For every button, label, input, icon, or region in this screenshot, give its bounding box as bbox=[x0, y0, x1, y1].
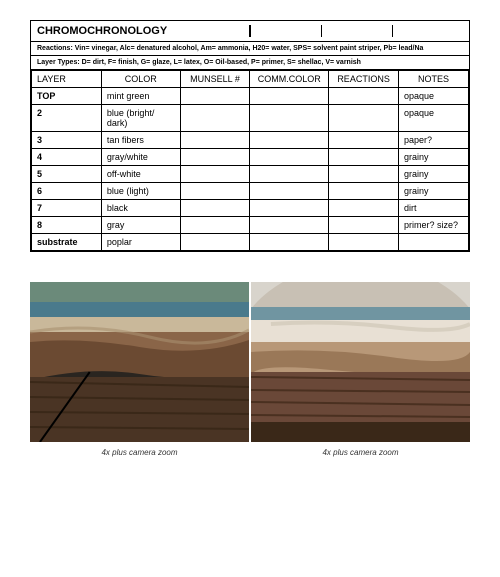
table-row: 2blue (bright/ dark) opaque bbox=[32, 105, 469, 132]
table-row: TOPmint green opaque bbox=[32, 88, 469, 105]
cell-commcolor bbox=[250, 149, 329, 166]
cell-munsell bbox=[180, 234, 250, 251]
table-row: 8gray primer? size? bbox=[32, 217, 469, 234]
caption-right: 4x plus camera zoom bbox=[251, 448, 470, 457]
image-block-right: 4x plus camera zoom bbox=[251, 282, 470, 457]
cell-layer: 5 bbox=[32, 166, 102, 183]
cell-reactions bbox=[329, 200, 399, 217]
cell-commcolor bbox=[250, 183, 329, 200]
cell-layer: TOP bbox=[32, 88, 102, 105]
cell-commcolor bbox=[250, 166, 329, 183]
image-block-left: 4x plus camera zoom bbox=[30, 282, 249, 457]
header-commcolor: COMM.COLOR bbox=[250, 71, 329, 88]
data-table: LAYER COLOR MUNSELL # COMM.COLOR REACTIO… bbox=[31, 70, 469, 251]
cell-notes: grainy bbox=[399, 183, 469, 200]
cell-notes: opaque bbox=[399, 105, 469, 132]
cell-color: black bbox=[101, 200, 180, 217]
table-row: substratepoplar bbox=[32, 234, 469, 251]
table-row: 3tan fibers paper? bbox=[32, 132, 469, 149]
table-title-row: CHROMOCHRONOLOGY bbox=[31, 21, 469, 42]
header-layer: LAYER bbox=[32, 71, 102, 88]
layertypes-legend: Layer Types: D= dirt, F= finish, G= glaz… bbox=[31, 56, 469, 70]
cell-munsell bbox=[180, 166, 250, 183]
header-row: LAYER COLOR MUNSELL # COMM.COLOR REACTIO… bbox=[32, 71, 469, 88]
cell-color: gray/white bbox=[101, 149, 180, 166]
cell-reactions bbox=[329, 149, 399, 166]
table-row: 6blue (light) grainy bbox=[32, 183, 469, 200]
cell-munsell bbox=[180, 105, 250, 132]
header-notes: NOTES bbox=[399, 71, 469, 88]
caption-left: 4x plus camera zoom bbox=[30, 448, 249, 457]
cell-color: blue (light) bbox=[101, 183, 180, 200]
cell-reactions bbox=[329, 183, 399, 200]
cell-color: poplar bbox=[101, 234, 180, 251]
cell-notes: paper? bbox=[399, 132, 469, 149]
cell-commcolor bbox=[250, 88, 329, 105]
cell-reactions bbox=[329, 166, 399, 183]
cell-notes: grainy bbox=[399, 149, 469, 166]
cell-commcolor bbox=[250, 234, 329, 251]
reactions-legend: Reactions: Vin= vinegar, Alc= denatured … bbox=[31, 42, 469, 56]
cell-layer: 6 bbox=[32, 183, 102, 200]
cell-notes: grainy bbox=[399, 166, 469, 183]
cell-commcolor bbox=[250, 217, 329, 234]
table-title: CHROMOCHRONOLOGY bbox=[37, 25, 250, 37]
cell-reactions bbox=[329, 234, 399, 251]
cell-commcolor bbox=[250, 105, 329, 132]
cell-reactions bbox=[329, 105, 399, 132]
chromochronology-table: CHROMOCHRONOLOGY Reactions: Vin= vinegar… bbox=[30, 20, 470, 252]
header-reactions: REACTIONS bbox=[329, 71, 399, 88]
cell-reactions bbox=[329, 132, 399, 149]
cell-notes: primer? size? bbox=[399, 217, 469, 234]
cell-color: off-white bbox=[101, 166, 180, 183]
cell-commcolor bbox=[250, 200, 329, 217]
cell-reactions bbox=[329, 88, 399, 105]
cell-layer: 3 bbox=[32, 132, 102, 149]
cell-color: blue (bright/ dark) bbox=[101, 105, 180, 132]
cell-munsell bbox=[180, 217, 250, 234]
microscope-image-right bbox=[251, 282, 470, 442]
table-row: 7black dirt bbox=[32, 200, 469, 217]
cell-munsell bbox=[180, 132, 250, 149]
cell-notes: dirt bbox=[399, 200, 469, 217]
microscope-image-left bbox=[30, 282, 249, 442]
header-color: COLOR bbox=[101, 71, 180, 88]
table-row: 4gray/white grainy bbox=[32, 149, 469, 166]
cell-layer: 2 bbox=[32, 105, 102, 132]
header-munsell: MUNSELL # bbox=[180, 71, 250, 88]
cell-reactions bbox=[329, 217, 399, 234]
cell-munsell bbox=[180, 149, 250, 166]
cell-layer: 4 bbox=[32, 149, 102, 166]
cell-color: gray bbox=[101, 217, 180, 234]
cell-color: tan fibers bbox=[101, 132, 180, 149]
cell-munsell bbox=[180, 88, 250, 105]
cell-layer: 7 bbox=[32, 200, 102, 217]
cell-layer: substrate bbox=[32, 234, 102, 251]
cell-color: mint green bbox=[101, 88, 180, 105]
cell-commcolor bbox=[250, 132, 329, 149]
cell-munsell bbox=[180, 200, 250, 217]
images-row: 4x plus camera zoom 4x plus camera zoom bbox=[30, 282, 470, 457]
table-row: 5off-white grainy bbox=[32, 166, 469, 183]
cell-munsell bbox=[180, 183, 250, 200]
cell-notes bbox=[399, 234, 469, 251]
cell-notes: opaque bbox=[399, 88, 469, 105]
cell-layer: 8 bbox=[32, 217, 102, 234]
